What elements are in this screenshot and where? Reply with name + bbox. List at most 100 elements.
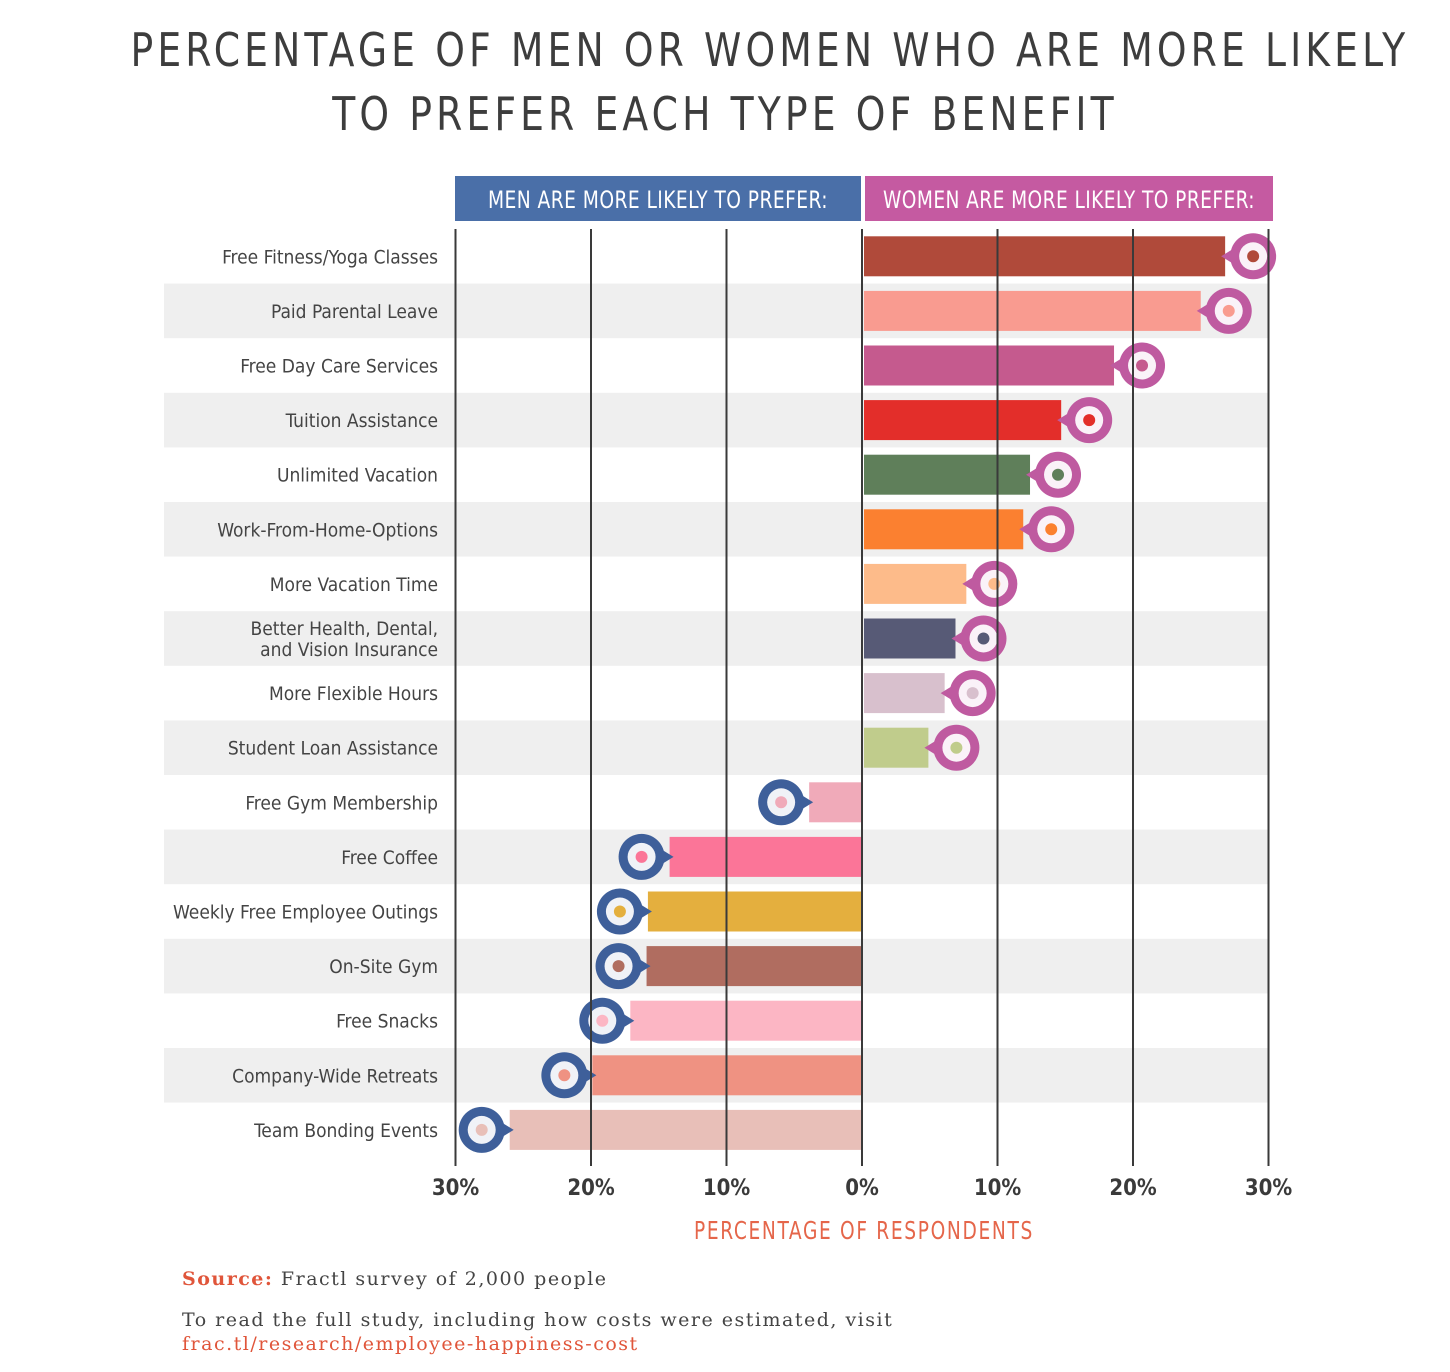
row-band — [164, 611, 1268, 666]
category-label: Weekly Free Employee Outings — [173, 902, 438, 924]
category-label: More Vacation Time — [270, 574, 438, 596]
category-label: Team Bonding Events — [253, 1120, 438, 1142]
study-link-text[interactable]: frac.tl/research/employee-happiness-cost — [182, 1333, 639, 1355]
chart: MEN ARE MORE LIKELY TO PREFER: WOMEN ARE … — [164, 176, 1293, 1245]
source-note: Source: Fractl survey of 2,000 people — [182, 1268, 608, 1290]
bar-baby — [864, 290, 1201, 331]
paddle-icon — [596, 888, 652, 935]
bar-paddle — [647, 891, 862, 932]
category-label-line: Team Bonding Events — [253, 1120, 438, 1142]
dumbbell-icon — [595, 943, 651, 990]
icon-glyph — [1052, 468, 1065, 481]
icon-glyph — [596, 1014, 609, 1027]
school-icon — [1057, 397, 1113, 444]
category-label-line: Free Fitness/Yoga Classes — [222, 246, 438, 268]
clock-icon — [940, 670, 996, 717]
graduation-cap-icon — [924, 724, 980, 771]
icon-glyph — [977, 632, 990, 645]
baby-icon — [1196, 287, 1252, 334]
bar-snack — [630, 1000, 862, 1041]
category-label: Paid Parental Leave — [271, 301, 438, 323]
globe-icon — [962, 560, 1018, 607]
tick-label: 20% — [1109, 1176, 1157, 1201]
category-label: Tuition Assistance — [285, 410, 438, 432]
category-label-line: More Vacation Time — [270, 574, 438, 596]
home-icon — [1019, 506, 1075, 553]
category-label-line: On-Site Gym — [329, 956, 438, 978]
tick-label: 30% — [1245, 1176, 1293, 1201]
bar-graduation-cap — [864, 727, 929, 768]
bar-shield — [864, 618, 956, 659]
category-label-line: Weekly Free Employee Outings — [173, 902, 438, 924]
category-label-line: Free Snacks — [336, 1011, 438, 1033]
category-label: Better Health, Dental, and Vision Insuran… — [251, 618, 438, 661]
bar-playground — [864, 345, 1115, 386]
icon-glyph — [613, 905, 626, 918]
source-text: Fractl survey of 2,000 people — [273, 1268, 608, 1290]
icon-glyph — [966, 687, 979, 700]
category-label-line: Unlimited Vacation — [277, 465, 438, 487]
category-label: Free Gym Membership — [245, 792, 438, 814]
row-band — [164, 720, 1268, 775]
icon-glyph — [1045, 523, 1058, 536]
women-header-label: WOMEN ARE MORE LIKELY TO PREFER: — [883, 186, 1255, 214]
bar-home — [864, 509, 1024, 550]
icon-glyph — [775, 796, 788, 809]
bar-globe — [864, 563, 967, 604]
category-label-line: More Flexible Hours — [269, 683, 438, 705]
bar-coffee — [669, 836, 862, 877]
category-label-line: Company-Wide Retreats — [232, 1065, 438, 1087]
icon-glyph — [635, 850, 648, 863]
van-icon — [541, 1052, 597, 1099]
tick-label: 10% — [703, 1176, 751, 1201]
category-label: Unlimited Vacation — [277, 465, 438, 487]
men-header-label: MEN ARE MORE LIKELY TO PREFER: — [488, 186, 828, 214]
chart-title-line-2: TO PREFER EACH TYPE OF BENEFIT — [332, 87, 1118, 141]
chart-title-line-1: PERCENTAGE OF MEN OR WOMEN WHO ARE MORE … — [130, 23, 1410, 77]
yoga-icon — [1221, 233, 1277, 280]
category-label-line: Student Loan Assistance — [228, 738, 438, 760]
category-label: More Flexible Hours — [269, 683, 438, 705]
icon-glyph — [950, 741, 963, 754]
category-label-line: Paid Parental Leave — [271, 301, 438, 323]
bar-team — [509, 1109, 862, 1150]
bar-school — [864, 400, 1062, 441]
icon-glyph — [1136, 359, 1149, 372]
shield-icon — [951, 615, 1007, 662]
category-label-line: Tuition Assistance — [285, 410, 438, 432]
icon-glyph — [988, 577, 1001, 590]
study-link[interactable]: frac.tl/research/employee-happiness-cost — [182, 1333, 639, 1355]
source-label: Source: — [182, 1268, 274, 1290]
snack-icon — [579, 997, 635, 1044]
category-label: Student Loan Assistance — [228, 738, 438, 760]
bar-yoga — [864, 236, 1226, 277]
chart-title: PERCENTAGE OF MEN OR WOMEN WHO ARE MORE … — [130, 18, 1410, 146]
icon-glyph — [558, 1069, 571, 1082]
tick-label: 0% — [845, 1176, 879, 1201]
category-label-line: and Vision Insurance — [260, 639, 438, 661]
bar-airplane — [864, 454, 1031, 495]
women-header — [865, 176, 1273, 221]
category-label: Free Fitness/Yoga Classes — [222, 246, 438, 268]
category-label: Free Day Care Services — [240, 356, 438, 378]
tick-label: 30% — [432, 1176, 480, 1201]
category-label: Free Coffee — [341, 847, 438, 869]
icon-glyph — [1083, 414, 1096, 427]
playground-icon — [1110, 342, 1166, 389]
tick-label: 10% — [974, 1176, 1022, 1201]
icon-glyph — [475, 1123, 488, 1136]
category-label: On-Site Gym — [329, 956, 438, 978]
category-label-line: Work-From-Home-Options — [217, 519, 438, 541]
row-band — [164, 502, 1268, 557]
category-label-line: Free Day Care Services — [240, 356, 438, 378]
x-axis-label: PERCENTAGE OF RESPONDENTS — [694, 1216, 1034, 1245]
read-note: To read the full study, including how co… — [182, 1309, 894, 1331]
icon-glyph — [1222, 304, 1235, 317]
category-label-line: Better Health, Dental, — [251, 618, 438, 640]
men-header — [455, 176, 861, 221]
category-label: Free Snacks — [336, 1011, 438, 1033]
bar-dumbbell — [646, 946, 862, 987]
coffee-icon — [618, 833, 674, 880]
tick-label: 20% — [567, 1176, 615, 1201]
category-label: Work-From-Home-Options — [217, 519, 438, 541]
